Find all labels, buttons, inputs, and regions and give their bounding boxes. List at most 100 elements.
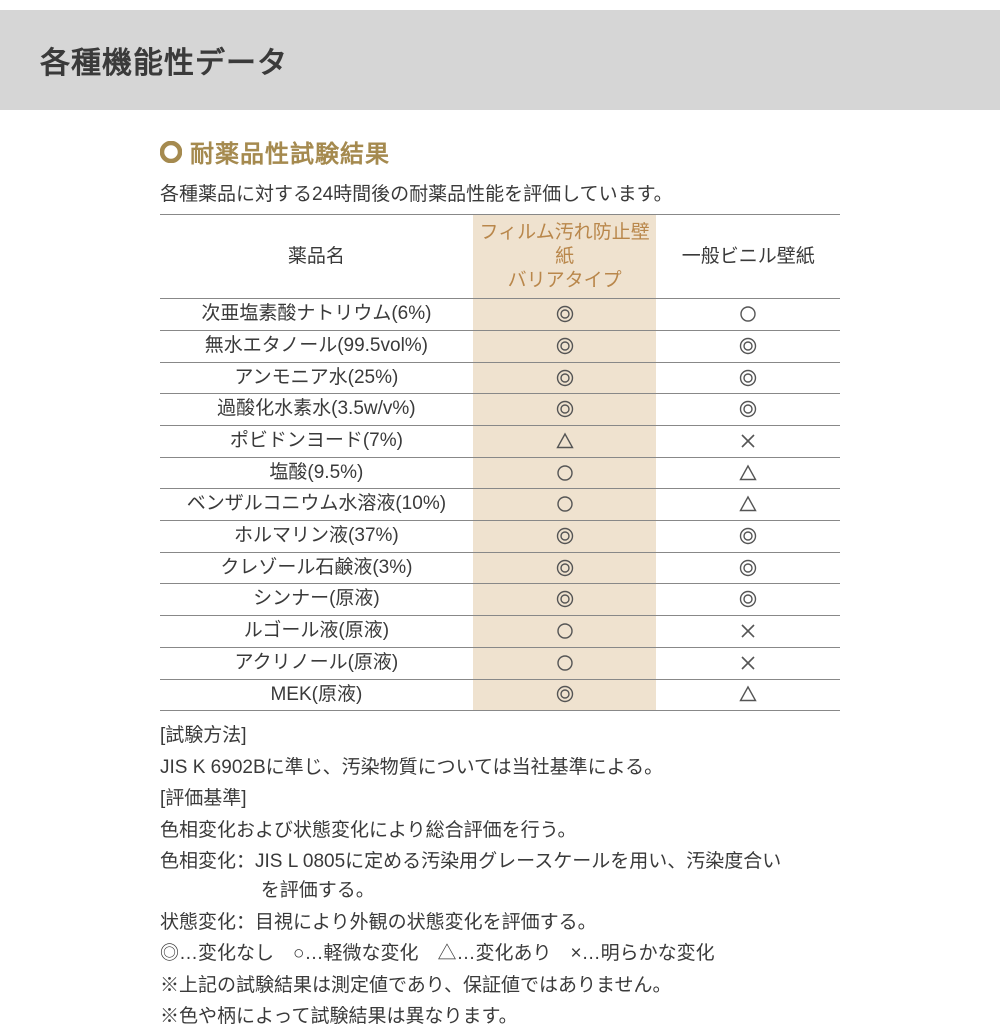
cell-film: [473, 457, 657, 489]
symbol-circle-icon: [556, 495, 574, 513]
symbol-dcircle-icon: [556, 685, 574, 703]
cell-film: [473, 647, 657, 679]
symbol-cross-icon: [739, 654, 757, 672]
cell-film: [473, 394, 657, 426]
cell-name: アンモニア水(25%): [160, 362, 473, 394]
symbol-circle-icon: [556, 622, 574, 640]
cell-name: 無水エタノール(99.5vol%): [160, 330, 473, 362]
col-header-name: 薬品名: [160, 215, 473, 299]
cell-name: シンナー(原液): [160, 584, 473, 616]
table-row: ポビドンヨード(7%): [160, 426, 840, 458]
note-line: [評価基準]: [160, 784, 840, 813]
table-row: 次亜塩素酸ナトリウム(6%): [160, 299, 840, 331]
table-row: アクリノール(原液): [160, 647, 840, 679]
symbol-tri-icon: [739, 464, 757, 482]
symbol-cross-icon: [739, 432, 757, 450]
note-line: 状態変化：目視により外観の状態変化を評価する。: [160, 908, 840, 937]
cell-vinyl: [656, 521, 840, 553]
symbol-circle-icon: [556, 464, 574, 482]
symbol-dcircle-icon: [739, 590, 757, 608]
cell-film: [473, 299, 657, 331]
table-row: MEK(原液): [160, 679, 840, 711]
cell-name: ルゴール液(原液): [160, 616, 473, 648]
cell-film: [473, 362, 657, 394]
cell-vinyl: [656, 299, 840, 331]
table-row: アンモニア水(25%): [160, 362, 840, 394]
symbol-dcircle-icon: [556, 337, 574, 355]
symbol-dcircle-icon: [739, 559, 757, 577]
cell-name: ホルマリン液(37%): [160, 521, 473, 553]
table-header-row: 薬品名 フィルム汚れ防止壁紙 バリアタイプ 一般ビニル壁紙: [160, 215, 840, 299]
note-line: ※上記の試験結果は測定値であり、保証値ではありません。: [160, 971, 840, 1000]
symbol-circle-icon: [739, 305, 757, 323]
symbol-dcircle-icon: [739, 369, 757, 387]
table-row: クレゾール石鹸液(3%): [160, 552, 840, 584]
header-band: 各種機能性データ: [0, 10, 1000, 110]
symbol-tri-icon: [556, 432, 574, 450]
note-line: を評価する。: [160, 876, 840, 905]
symbol-tri-icon: [739, 495, 757, 513]
cell-film: [473, 679, 657, 711]
cell-film: [473, 584, 657, 616]
cell-vinyl: [656, 616, 840, 648]
bullet-ring-icon: [160, 141, 182, 163]
cell-vinyl: [656, 457, 840, 489]
note-line: ※色や柄によって試験結果は異なります。: [160, 1002, 840, 1031]
cell-name: 塩酸(9.5%): [160, 457, 473, 489]
cell-vinyl: [656, 647, 840, 679]
note-line: JIS K 6902Bに準じ、汚染物質については当社基準による。: [160, 753, 840, 782]
table-body: 次亜塩素酸ナトリウム(6%)無水エタノール(99.5vol%)アンモニア水(25…: [160, 299, 840, 711]
table-row: ベンザルコニウム水溶液(10%): [160, 489, 840, 521]
section-title-row: 耐薬品性試験結果: [160, 134, 840, 169]
cell-vinyl: [656, 584, 840, 616]
table-row: ホルマリン液(37%): [160, 521, 840, 553]
cell-film: [473, 330, 657, 362]
symbol-dcircle-icon: [556, 559, 574, 577]
note-line: ◎…変化なし ○…軽微な変化 △…変化あり ×…明らかな変化: [160, 939, 840, 968]
cell-vinyl: [656, 679, 840, 711]
page-title: 各種機能性データ: [40, 38, 960, 82]
col-header-film-l2: バリアタイプ: [508, 270, 622, 291]
col-header-vinyl: 一般ビニル壁紙: [656, 215, 840, 299]
cell-film: [473, 521, 657, 553]
symbol-dcircle-icon: [739, 400, 757, 418]
cell-vinyl: [656, 330, 840, 362]
cell-vinyl: [656, 426, 840, 458]
cell-name: クレゾール石鹸液(3%): [160, 552, 473, 584]
note-line: [試験方法]: [160, 721, 840, 750]
notes-block: [試験方法] JIS K 6902Bに準じ、汚染物質については当社基準による。[評…: [160, 721, 840, 1031]
section-intro: 各種薬品に対する24時間後の耐薬品性能を評価しています。: [160, 179, 840, 206]
table-row: 塩酸(9.5%): [160, 457, 840, 489]
note-line: 色相変化：JIS L 0805に定める汚染用グレースケールを用い、汚染度合い: [160, 847, 840, 876]
cell-name: 次亜塩素酸ナトリウム(6%): [160, 299, 473, 331]
cell-name: ポビドンヨード(7%): [160, 426, 473, 458]
table-row: 過酸化水素水(3.5w/v%): [160, 394, 840, 426]
cell-film: [473, 426, 657, 458]
symbol-dcircle-icon: [556, 590, 574, 608]
table-row: シンナー(原液): [160, 584, 840, 616]
symbol-tri-icon: [739, 685, 757, 703]
cell-name: ベンザルコニウム水溶液(10%): [160, 489, 473, 521]
cell-vinyl: [656, 394, 840, 426]
table-row: ルゴール液(原液): [160, 616, 840, 648]
cell-vinyl: [656, 362, 840, 394]
cell-name: アクリノール(原液): [160, 647, 473, 679]
cell-film: [473, 489, 657, 521]
col-header-film: フィルム汚れ防止壁紙 バリアタイプ: [473, 215, 657, 299]
symbol-dcircle-icon: [556, 527, 574, 545]
cell-name: MEK(原液): [160, 679, 473, 711]
cell-film: [473, 552, 657, 584]
symbol-circle-icon: [556, 654, 574, 672]
table-row: 無水エタノール(99.5vol%): [160, 330, 840, 362]
data-table: 薬品名 フィルム汚れ防止壁紙 バリアタイプ 一般ビニル壁紙 次亜塩素酸ナトリウム…: [160, 214, 840, 711]
symbol-dcircle-icon: [739, 337, 757, 355]
symbol-dcircle-icon: [556, 400, 574, 418]
symbol-dcircle-icon: [556, 305, 574, 323]
col-header-film-l1: フィルム汚れ防止壁紙: [479, 222, 649, 267]
symbol-cross-icon: [739, 622, 757, 640]
cell-name: 過酸化水素水(3.5w/v%): [160, 394, 473, 426]
cell-vinyl: [656, 552, 840, 584]
symbol-dcircle-icon: [556, 369, 574, 387]
content: 耐薬品性試験結果 各種薬品に対する24時間後の耐薬品性能を評価しています。 薬品…: [0, 110, 1000, 1032]
symbol-dcircle-icon: [739, 527, 757, 545]
